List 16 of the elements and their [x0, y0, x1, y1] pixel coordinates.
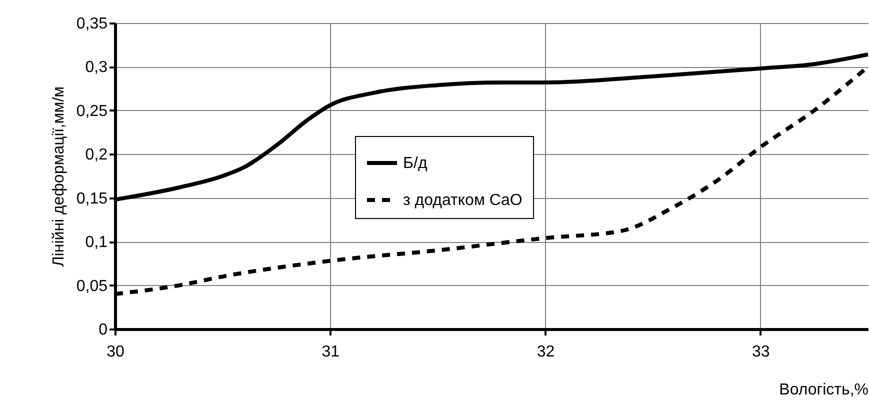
x-tick-label: 31: [322, 344, 340, 360]
y-tick-label: 0,05: [76, 278, 108, 295]
y-tick-label: 0,15: [76, 190, 108, 208]
y-axis-title: Лінійні деформації,мм/м: [50, 86, 68, 267]
y-tick-label: 0,35: [76, 16, 108, 32]
y-tick-label: 0,1: [85, 234, 108, 252]
y-tick-label: 0,3: [85, 59, 108, 76]
y-tick-label: 0,25: [76, 102, 108, 120]
y-tick-label: 0,2: [85, 146, 108, 164]
y-tick-label: 0: [98, 322, 108, 338]
x-tick-label: 30: [106, 344, 124, 360]
x-axis-title: Вологість,%: [779, 382, 868, 398]
x-tick-label: 33: [752, 344, 770, 360]
x-tick-label: 32: [536, 344, 555, 360]
legend-label: з додатком CaO: [403, 192, 522, 209]
legend-label: Б/д: [403, 155, 428, 172]
